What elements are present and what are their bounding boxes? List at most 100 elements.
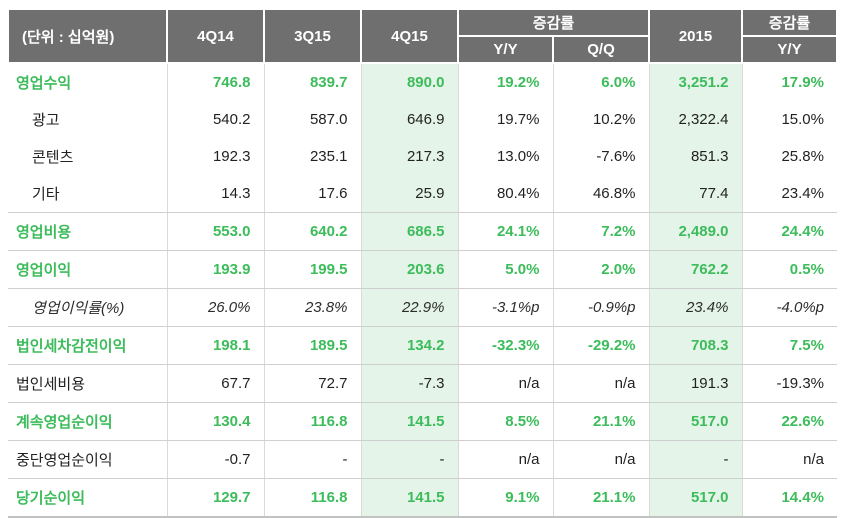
cell-value: n/a xyxy=(553,364,650,403)
cell-value: 67.7 xyxy=(167,364,265,403)
table-body: 영업수익 746.8 839.7 890.0 19.2% 6.0% 3,251.2 17.9%… xyxy=(8,63,837,518)
cell-value: 746.8 xyxy=(167,63,265,101)
row-label: 영업이익 xyxy=(8,250,168,289)
cell-value: 23.4% xyxy=(649,288,743,327)
row-label: 당기순이익 xyxy=(8,478,168,518)
table-row: 중단영업순이익 -0.7- - n/a n/a - n/a xyxy=(8,440,837,479)
cell-value: 203.6 xyxy=(361,250,459,289)
col-header-yy-annual: Y/Y xyxy=(741,35,838,64)
cell-value: n/a xyxy=(458,364,554,403)
col-header-qq: Q/Q xyxy=(552,35,650,64)
cell-value: 686.5 xyxy=(361,212,459,251)
row-label: 영업이익률(%) xyxy=(8,288,168,327)
cell-value: - xyxy=(649,440,743,479)
cell-value: 2,322.4 xyxy=(649,101,743,138)
table-row: 당기순이익 129.7 116.8 141.5 9.1% 21.1% 517.0 14.4% xyxy=(8,478,837,518)
cell-value: -4.0%p xyxy=(742,288,837,327)
cell-value: 130.4 xyxy=(167,402,265,441)
cell-value: 2,489.0 xyxy=(649,212,743,251)
cell-value: 72.7 xyxy=(264,364,362,403)
cell-value: 134.2 xyxy=(361,326,459,365)
cell-value: -0.7 xyxy=(167,440,265,479)
cell-value: 8.5% xyxy=(458,402,554,441)
cell-value: 646.9 xyxy=(361,101,459,138)
cell-value: 708.3 xyxy=(649,326,743,365)
cell-value: 25.9 xyxy=(361,175,459,213)
cell-value: n/a xyxy=(742,440,837,479)
row-label: 법인세비용 xyxy=(8,364,168,403)
cell-value: 6.0% xyxy=(553,63,650,101)
table-row: 법인세비용 67.7 72.7 -7.3 n/a n/a 191.3 -19.3% xyxy=(8,364,837,403)
cell-value: 517.0 xyxy=(649,478,743,518)
cell-value: 189.5 xyxy=(264,326,362,365)
unit-label: (단위 : 십억원) xyxy=(7,8,168,64)
cell-value: 762.2 xyxy=(649,250,743,289)
table-row: 계속영업순이익 130.4 116.8 141.5 8.5% 21.1% 517.0 22.6… xyxy=(8,402,837,441)
cell-value: 10.2% xyxy=(553,101,650,138)
header-row-1: (단위 : 십억원) 4Q14 3Q15 4Q15 증감률 2015 증감률 xyxy=(7,8,838,64)
cell-value: 193.9 xyxy=(167,250,265,289)
cell-value: 15.0% xyxy=(781,111,824,128)
cell-value: n/a xyxy=(458,440,554,479)
cell-value: 7.2% xyxy=(553,212,650,251)
table-row: 광고 540.2 587.0 646.9 19.7% 10.2% 2,322.4 15.0% xyxy=(8,101,837,138)
cell-value: 9.1% xyxy=(458,478,554,518)
table-row: 영업비용 553.0 640.2 686.5 24.1% 7.2% 2,489.0 24.4% xyxy=(8,212,837,251)
cell-value: -0.9%p xyxy=(553,288,650,327)
cell-value: 46.8% xyxy=(553,175,650,213)
cell-value: 839.7 xyxy=(264,63,362,101)
cell-value: 890.0 xyxy=(361,63,459,101)
row-label: 중단영업순이익 xyxy=(8,440,168,479)
cell-value: 22.6% xyxy=(742,402,837,441)
cell-value: 198.1 xyxy=(167,326,265,365)
col-header-3q15: 3Q15 xyxy=(263,8,362,64)
cell-value: 116.8 xyxy=(264,478,362,518)
cell-value: 7.5% xyxy=(742,326,837,365)
cell-value: -19.3% xyxy=(742,364,837,403)
cell-value: -29.2% xyxy=(553,326,650,365)
cell-value: 21.1% xyxy=(553,402,650,441)
cell-value: - xyxy=(264,440,362,479)
cell-value: n/a xyxy=(553,440,650,479)
cell-value: 77.4 xyxy=(649,175,743,213)
header-row-2: Y/Y Q/Q Y/Y xyxy=(8,35,838,64)
cell-value: 0.5% xyxy=(742,250,837,289)
col-header-growth-quarterly: 증감률 xyxy=(457,8,650,37)
cell-value: 24.4% xyxy=(742,212,837,251)
cell-value: 235.1 xyxy=(264,138,362,175)
cell-value: 14.3 xyxy=(167,175,265,213)
table-row: 영업이익 193.9 199.5 203.6 5.0% 2.0% 762.2 0.5% xyxy=(8,250,837,289)
cell-value: - xyxy=(361,440,459,479)
cell-value: 129.7 xyxy=(167,478,265,518)
cell-value: 2.0% xyxy=(553,250,650,289)
financial-results-table: (단위 : 십억원) 4Q14 3Q15 4Q15 증감률 2015 증감률 Y… xyxy=(7,8,838,518)
cell-value: 3,251.2 xyxy=(649,63,743,101)
table-row: 기타 14.3 17.6 25.9 80.4% 46.8% 77.4 23.4% xyxy=(8,175,837,213)
cell-value: 640.2 xyxy=(264,212,362,251)
cell-value: 23.8% xyxy=(264,288,362,327)
cell-value: 217.3 xyxy=(361,138,459,175)
col-header-growth-yearly: 증감률 xyxy=(741,8,838,37)
cell-value: 141.5 xyxy=(361,478,459,518)
cell-value: 5.0% xyxy=(458,250,554,289)
row-label: 영업비용 xyxy=(8,212,168,251)
cell-value: -3.1%p xyxy=(458,288,554,327)
cell-value: 540.2 xyxy=(167,101,265,138)
cell-value: 25.8% xyxy=(781,148,824,165)
table-row: 영업수익 746.8 839.7 890.0 19.2% 6.0% 3,251.2 17.9% xyxy=(8,63,837,101)
cell-value: -7.6% xyxy=(553,138,650,175)
cell-value: 116.8 xyxy=(264,402,362,441)
col-header-4q15: 4Q15 xyxy=(360,8,459,64)
table-row: 콘텐츠 192.3 235.1 217.3 13.0% -7.6% 851.3 25.8% xyxy=(8,138,837,175)
table-row: 영업이익률(%) 26.0% 23.8% 22.9% -3.1%p -0.9%p 23.4%… xyxy=(8,288,837,327)
cell-value: 26.0% xyxy=(167,288,265,327)
cell-value: 851.3 xyxy=(649,138,743,175)
col-header-2015: 2015 xyxy=(648,8,743,64)
row-label: 계속영업순이익 xyxy=(8,402,168,441)
cell-value: 23.4% xyxy=(742,175,837,213)
table-row: 법인세차감전이익 198.1 189.5 134.2 -32.3% -29.2% 708.3… xyxy=(8,326,837,365)
table-header: (단위 : 십억원) 4Q14 3Q15 4Q15 증감률 2015 증감률 Y… xyxy=(7,8,838,64)
cell-value: 13.0% xyxy=(458,138,554,175)
cell-value: 17.6 xyxy=(264,175,362,213)
